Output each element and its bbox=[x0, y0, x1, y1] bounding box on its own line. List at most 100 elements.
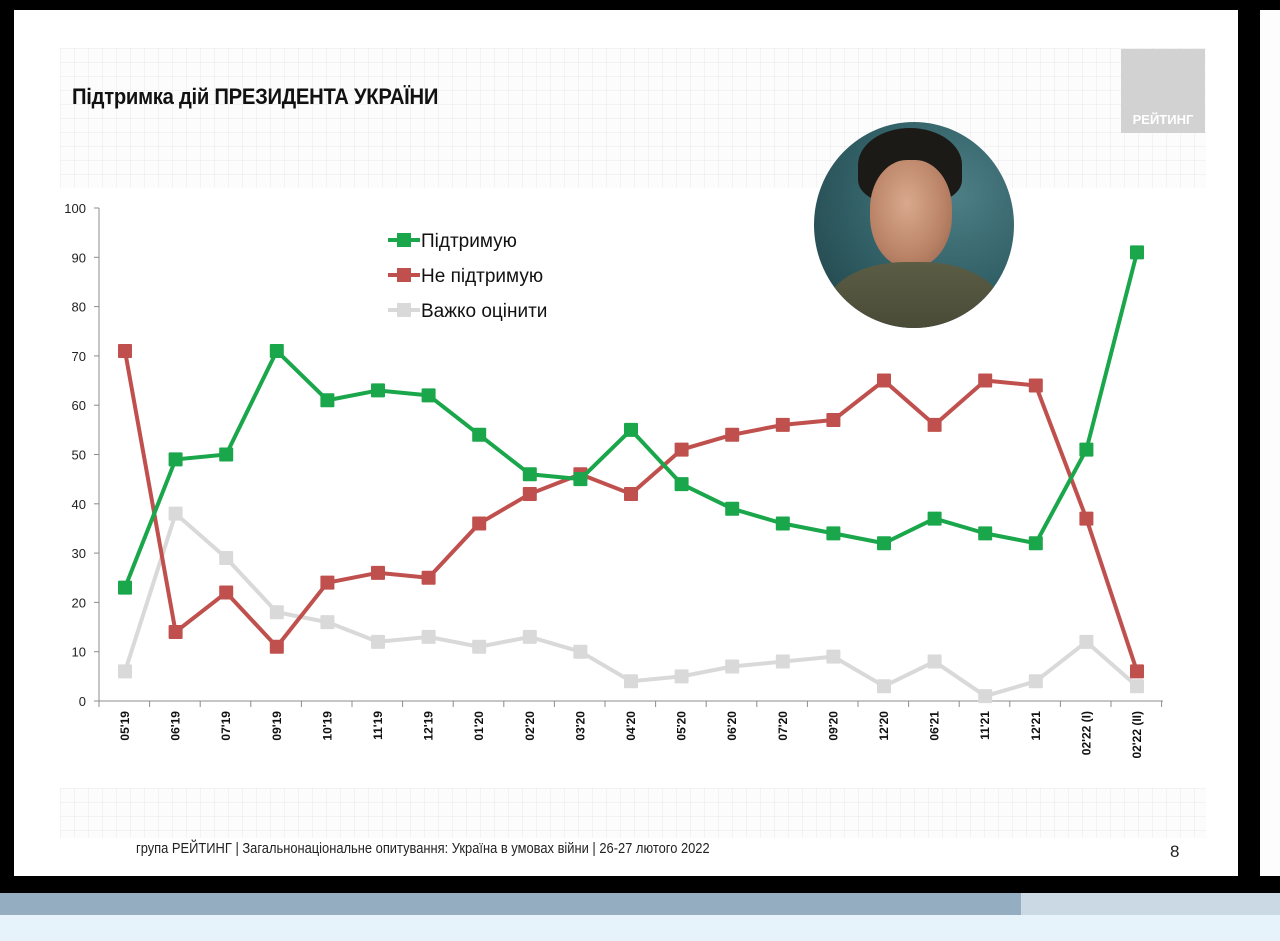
data-point-marker bbox=[624, 674, 638, 689]
data-point-marker bbox=[573, 644, 588, 659]
data-point-marker bbox=[320, 393, 335, 408]
legend-item: Підтримую bbox=[388, 231, 517, 252]
data-point-marker bbox=[1028, 674, 1043, 689]
y-tick-label: 60 bbox=[72, 398, 86, 413]
data-point-marker bbox=[371, 634, 385, 649]
data-point-marker bbox=[371, 565, 385, 580]
data-point-marker bbox=[1028, 536, 1043, 551]
data-point-marker bbox=[674, 477, 689, 492]
page-number: 8 bbox=[1170, 842, 1180, 861]
x-tick-label: 04'20 bbox=[624, 711, 638, 741]
x-tick-label: 05'19 bbox=[118, 711, 132, 741]
photo-body bbox=[824, 262, 1004, 328]
x-tick-label: 07'19 bbox=[219, 711, 233, 741]
data-point-marker bbox=[674, 669, 689, 684]
logo-text: РЕЙТИНГ bbox=[1132, 112, 1194, 127]
data-point-marker bbox=[978, 689, 993, 704]
data-point-marker bbox=[1130, 664, 1144, 679]
data-point-marker bbox=[1028, 378, 1043, 393]
data-point-marker bbox=[927, 654, 942, 669]
y-tick-label: 80 bbox=[72, 300, 86, 315]
data-point-marker bbox=[219, 447, 234, 462]
x-tick-label: 12'21 bbox=[1029, 711, 1043, 741]
slide-title: Підтримка дій ПРЕЗИДЕНТА УКРАЇНИ bbox=[72, 84, 439, 109]
x-tick-label: 11'21 bbox=[978, 711, 992, 740]
data-point-marker bbox=[421, 629, 436, 644]
data-point-marker bbox=[118, 664, 132, 679]
x-tick-label: 06'21 bbox=[928, 711, 942, 741]
data-point-marker bbox=[1130, 679, 1144, 694]
data-point-marker bbox=[725, 659, 740, 674]
x-tick-label: 12'20 bbox=[877, 711, 891, 741]
header-grid-background bbox=[60, 48, 1206, 188]
data-point-marker bbox=[624, 422, 638, 437]
rating-logo: РЕЙТИНГ bbox=[1121, 49, 1205, 133]
data-point-marker bbox=[775, 417, 790, 432]
series-line bbox=[123, 350, 1139, 673]
y-tick-label: 30 bbox=[72, 546, 86, 561]
data-point-marker bbox=[219, 585, 234, 600]
x-tick-label: 02'20 bbox=[523, 711, 537, 741]
y-tick-label: 50 bbox=[72, 448, 86, 463]
data-point-marker bbox=[472, 639, 487, 654]
x-tick-label: 01'20 bbox=[472, 711, 486, 741]
data-point-marker bbox=[826, 649, 841, 664]
data-point-marker bbox=[1079, 634, 1094, 649]
data-point-marker bbox=[877, 373, 891, 388]
data-point-marker bbox=[371, 383, 385, 398]
data-point-marker bbox=[978, 526, 993, 541]
data-point-marker bbox=[826, 526, 841, 541]
legend-item: Важко оцінити bbox=[388, 301, 547, 322]
data-point-marker bbox=[877, 536, 891, 551]
data-point-marker bbox=[118, 580, 132, 595]
data-point-marker bbox=[927, 417, 942, 432]
x-tick-label: 09'20 bbox=[826, 711, 840, 741]
data-point-marker bbox=[978, 373, 993, 388]
slide: Підтримка дій ПРЕЗИДЕНТА УКРАЇНИ РЕЙТИНГ bbox=[14, 10, 1238, 876]
data-point-marker bbox=[725, 427, 740, 442]
y-tick-label: 0 bbox=[79, 694, 86, 709]
x-tick-label: 03'20 bbox=[573, 711, 587, 741]
data-point-marker bbox=[421, 388, 436, 403]
president-photo bbox=[814, 122, 1014, 328]
right-edge-strip bbox=[1260, 10, 1280, 876]
data-point-marker bbox=[269, 605, 284, 620]
data-point-marker bbox=[472, 516, 487, 531]
data-point-marker bbox=[219, 551, 234, 566]
data-point-marker bbox=[674, 442, 689, 457]
bottom-panel bbox=[0, 915, 1280, 941]
data-point-marker bbox=[775, 516, 790, 531]
data-point-marker bbox=[624, 486, 638, 501]
legend-marker bbox=[397, 268, 411, 282]
y-tick-label: 10 bbox=[72, 645, 86, 660]
x-tick-label: 06'19 bbox=[169, 711, 183, 741]
y-tick-label: 70 bbox=[72, 349, 86, 364]
x-tick-label: 06'20 bbox=[725, 711, 739, 741]
legend-label: Підтримую bbox=[421, 231, 517, 252]
y-tick-label: 40 bbox=[72, 497, 86, 512]
data-point-marker bbox=[1079, 442, 1094, 457]
chart-axes: 0 10 20 30 40 50 60 70 80 90 100 05'19 06'19 07'19 09'… bbox=[64, 201, 1163, 759]
data-point-marker bbox=[168, 624, 183, 639]
x-tick-label: 10'19 bbox=[320, 711, 334, 741]
data-point-marker bbox=[118, 343, 132, 358]
data-point-marker bbox=[522, 467, 537, 482]
progress-bar-track bbox=[1021, 893, 1280, 915]
series-support bbox=[118, 245, 1144, 595]
y-tick-label: 90 bbox=[72, 250, 86, 265]
data-point-marker bbox=[573, 472, 588, 487]
x-tick-label: 02'22 (II) bbox=[1130, 711, 1144, 759]
photo-face bbox=[870, 160, 952, 268]
legend-label: Не підтримую bbox=[421, 266, 543, 287]
data-point-marker bbox=[421, 570, 436, 585]
data-point-marker bbox=[1130, 245, 1144, 260]
y-tick-label: 100 bbox=[64, 201, 86, 216]
data-point-marker bbox=[269, 639, 284, 654]
x-tick-label: 12'19 bbox=[422, 711, 436, 741]
x-tick-label: 11'19 bbox=[371, 711, 385, 740]
footer-grid-background bbox=[60, 788, 1206, 838]
legend-label: Важко оцінити bbox=[421, 301, 547, 322]
data-point-marker bbox=[1079, 511, 1094, 526]
data-point-marker bbox=[826, 412, 841, 427]
